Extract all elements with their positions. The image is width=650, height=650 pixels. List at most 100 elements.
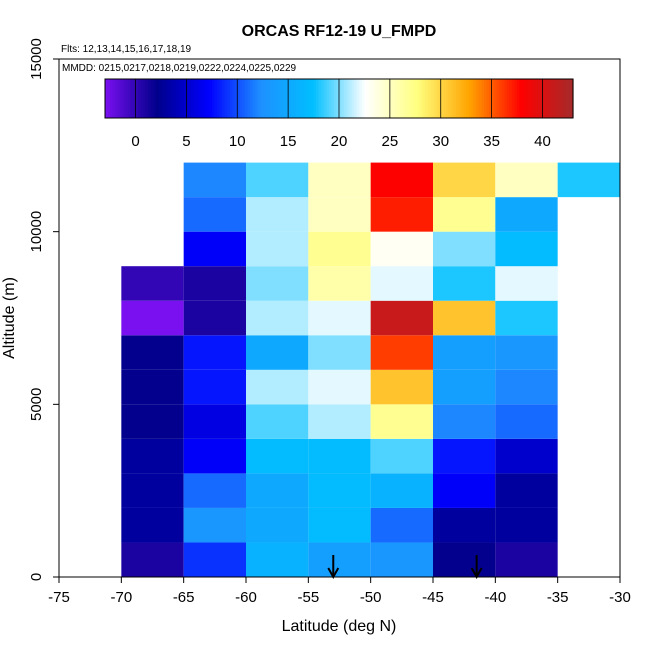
y-tick-label: 0 <box>28 573 45 581</box>
colorbar-swatch <box>265 79 269 118</box>
heatmap-cell <box>557 162 620 198</box>
heatmap-cell <box>246 404 309 439</box>
colorbar-swatch <box>496 79 500 118</box>
colorbar-swatch <box>201 79 205 118</box>
colorbar-swatch <box>445 79 449 118</box>
colorbar-swatch <box>242 79 246 118</box>
colorbar-swatch <box>529 79 533 118</box>
colorbar-swatch <box>155 79 160 118</box>
flights-annotation: Flts: 12,13,14,15,16,17,18,19 <box>61 44 192 55</box>
colorbar-swatch <box>239 79 243 118</box>
colorbar-swatch <box>438 79 442 118</box>
heatmap-cell <box>121 369 184 405</box>
heatmap-cell <box>495 438 558 474</box>
colorbar-swatch <box>428 79 432 118</box>
heatmap-cell <box>246 438 309 474</box>
colorbar-swatch <box>110 79 114 118</box>
colorbar-swatch <box>153 79 157 118</box>
colorbar-swatch <box>171 79 175 118</box>
heatmap-cell <box>433 369 496 405</box>
heatmap-cell <box>370 300 433 336</box>
heatmap-cell <box>308 197 371 232</box>
colorbar-swatch <box>524 79 528 118</box>
colorbar: 0 5 10 15 20 25 30 35 40 <box>104 78 574 150</box>
heatmap-cell <box>495 162 558 198</box>
x-tick-label: -50 <box>360 589 382 606</box>
colorbar-swatch <box>173 79 177 118</box>
colorbar-swatch <box>532 79 536 118</box>
heatmap-cell <box>183 473 246 508</box>
heatmap-cell <box>370 162 433 198</box>
colorbar-swatch <box>557 79 561 118</box>
colorbar-swatch <box>430 79 434 118</box>
heatmap-cell <box>121 542 184 577</box>
heatmap-cell <box>370 542 433 577</box>
colorbar-tick-label: 35 <box>483 133 500 150</box>
y-axis: 0 5000 10000 15000 <box>28 38 59 581</box>
heatmap-cell <box>246 300 309 336</box>
colorbar-swatch <box>336 79 340 118</box>
colorbar-swatch <box>463 79 467 118</box>
colorbar-swatch <box>417 79 421 118</box>
heatmap-cell <box>183 369 246 405</box>
colorbar-swatch <box>204 79 208 118</box>
colorbar-swatch <box>517 79 521 118</box>
colorbar-swatch <box>183 79 187 118</box>
colorbar-swatch <box>489 79 493 118</box>
colorbar-swatch <box>361 79 366 118</box>
colorbar-swatch <box>194 79 198 118</box>
heatmap-cell <box>495 369 558 405</box>
colorbar-swatch <box>191 79 195 118</box>
heatmap-cell <box>433 162 496 198</box>
colorbar-swatch <box>402 79 406 118</box>
colorbar-swatch <box>422 79 427 118</box>
colorbar-swatch <box>461 79 465 118</box>
x-tick-label: -35 <box>547 589 569 606</box>
heatmap-cell <box>246 369 309 405</box>
heatmap-cell <box>433 266 496 301</box>
x-tick-label: -70 <box>110 589 132 606</box>
colorbar-swatch <box>377 79 381 118</box>
colorbar-swatch <box>349 79 353 118</box>
colorbar-swatch <box>504 79 508 118</box>
colorbar-swatch <box>443 79 447 118</box>
colorbar-swatch <box>448 79 452 118</box>
colorbar-swatch <box>285 79 289 118</box>
x-tick-label: -40 <box>484 589 506 606</box>
heatmap-cell <box>183 197 246 232</box>
colorbar-swatch <box>206 79 210 118</box>
colorbar-swatch <box>567 79 572 118</box>
colorbar-swatch <box>405 79 409 118</box>
colorbar-swatch <box>186 79 190 118</box>
colorbar-swatch <box>374 79 378 118</box>
colorbar-swatch <box>473 79 477 118</box>
colorbar-swatch <box>440 79 444 118</box>
colorbar-swatch <box>392 79 396 118</box>
colorbar-swatch <box>178 79 182 118</box>
colorbar-swatch <box>562 79 566 118</box>
colorbar-swatch <box>117 79 121 118</box>
colorbar-swatch <box>158 79 162 118</box>
heatmap-cell <box>370 438 433 474</box>
colorbar-swatch <box>372 79 376 118</box>
colorbar-swatch <box>298 79 302 118</box>
colorbar-swatch <box>214 79 218 118</box>
colorbar-swatch <box>300 79 304 118</box>
colorbar-swatch <box>506 79 511 118</box>
colorbar-swatch <box>478 79 483 118</box>
colorbar-swatch <box>280 79 284 118</box>
heatmap-cell <box>183 231 246 267</box>
heatmap-cell <box>495 266 558 301</box>
colorbar-swatch <box>511 79 516 118</box>
colorbar-swatch <box>560 79 564 118</box>
colorbar-swatch <box>313 79 317 118</box>
colorbar-swatch <box>491 79 495 118</box>
colorbar-swatch <box>277 79 282 118</box>
colorbar-swatch <box>354 79 358 118</box>
colorbar-swatch <box>420 79 424 118</box>
heatmap-cell <box>121 266 184 301</box>
colorbar-swatch <box>433 79 437 118</box>
colorbar-swatch <box>415 79 419 118</box>
heatmap-cell <box>370 266 433 301</box>
colorbar-swatch <box>311 79 315 118</box>
